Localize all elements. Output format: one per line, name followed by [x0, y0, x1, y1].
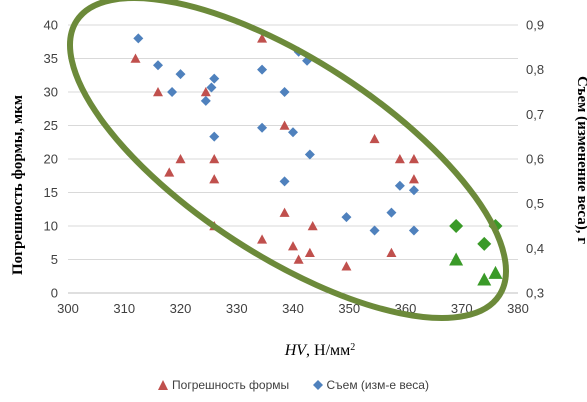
highlight-diamond-point — [477, 236, 492, 251]
x-tick-label: 310 — [113, 301, 135, 316]
data-points — [130, 33, 503, 286]
triangle-point — [408, 174, 419, 184]
diamond-point — [209, 131, 220, 142]
y-tick-label: 0 — [51, 286, 58, 301]
y2-tick-label: 0,5 — [526, 196, 544, 211]
gridlines — [68, 24, 518, 294]
highlight-triangle-point — [449, 252, 464, 266]
diamond-point — [257, 64, 268, 75]
legend-item-form-error: Погрешность формы — [158, 378, 289, 392]
triangle-point — [279, 120, 290, 130]
x-tick-label: 330 — [226, 301, 248, 316]
y-axis-title: Погрешность формы, мкм — [10, 95, 26, 275]
triangle-point — [304, 247, 315, 258]
triangle-point — [257, 234, 268, 244]
x-axis-title-unit: , Н/мм — [306, 342, 350, 359]
y2-axis-title: Съем (изменение веса), г — [574, 76, 587, 244]
diamond-point — [304, 149, 315, 160]
highlight-triangle-point — [488, 265, 503, 279]
x-tick-label: 320 — [170, 301, 192, 316]
y-tick-label: 5 — [51, 252, 58, 267]
diamond-point — [369, 225, 380, 236]
y-tick-label: 40 — [44, 18, 58, 33]
y-tick-label: 25 — [44, 118, 58, 133]
triangle-point — [386, 247, 397, 258]
y2-tick-label: 0,3 — [526, 286, 544, 301]
x-tick-labels: 300 310 320 330 340 350 360 370 380 — [57, 301, 529, 316]
x-tick-label: 300 — [57, 301, 79, 316]
x-tick-label: 340 — [282, 301, 304, 316]
triangle-point — [153, 87, 163, 97]
legend-label-removal: Съем (изм-е веса) — [326, 378, 429, 392]
y-tick-label: 15 — [44, 185, 58, 200]
x-tick-label: 370 — [451, 301, 473, 316]
triangle-point — [164, 167, 175, 177]
diamond-point — [408, 185, 419, 196]
diamond-point — [209, 73, 220, 84]
y-tick-label: 20 — [44, 152, 58, 167]
diamond-point — [175, 69, 186, 80]
triangle-point — [130, 53, 141, 63]
diamond-point — [167, 87, 178, 97]
triangle-point — [200, 87, 211, 97]
highlight-diamond-point — [449, 219, 464, 233]
x-tick-label: 380 — [507, 301, 529, 316]
diamond-marker-icon — [312, 380, 323, 390]
y2-tick-label: 0,9 — [526, 18, 544, 33]
y-tick-labels: 0 5 10 15 20 25 30 35 40 — [44, 18, 58, 301]
diamond-point — [279, 87, 290, 97]
y-tick-label: 35 — [44, 51, 58, 66]
triangle-point — [288, 241, 298, 251]
x-axis-title-variable: HV — [284, 342, 309, 359]
triangle-point — [293, 254, 304, 264]
triangle-point — [209, 174, 220, 184]
diamond-point — [206, 82, 217, 93]
triangle-point — [209, 154, 220, 164]
diamond-point — [200, 95, 211, 106]
y-tick-label: 10 — [44, 219, 58, 234]
diamond-point — [341, 212, 352, 223]
triangle-point — [175, 154, 186, 164]
x-axis-title: HV, Н/мм2 — [284, 342, 356, 360]
triangle-marker-icon — [158, 380, 169, 390]
diamond-point — [133, 33, 144, 44]
x-tick-label: 350 — [338, 301, 360, 316]
y2-tick-label: 0,4 — [526, 241, 544, 256]
x-axis-title-sup: 2 — [350, 342, 355, 353]
diamond-point — [408, 225, 419, 236]
diamond-point — [153, 60, 163, 71]
triangle-point — [279, 207, 290, 217]
y2-tick-label: 0,7 — [526, 107, 544, 122]
diamond-point — [279, 176, 290, 187]
legend-label-form-error: Погрешность формы — [172, 378, 290, 392]
triangle-point — [369, 133, 380, 144]
y2-tick-label: 0,6 — [526, 152, 544, 167]
triangle-point — [257, 33, 268, 43]
y2-tick-label: 0,8 — [526, 62, 544, 77]
triangle-point — [307, 221, 318, 231]
legend: Погрешность формы Съем (изм-е веса) — [0, 378, 587, 392]
diamond-point — [257, 122, 268, 133]
y-tick-label: 30 — [44, 85, 58, 100]
triangle-point — [408, 154, 419, 164]
diamond-point — [386, 207, 397, 218]
cluster-ellipse — [67, 0, 509, 321]
legend-item-removal: Съем (изм-е веса) — [312, 378, 429, 392]
diamond-point — [288, 127, 298, 138]
diamond-point — [394, 180, 405, 191]
triangle-point — [341, 261, 352, 271]
triangle-point — [394, 154, 405, 164]
highlight-triangle-point — [477, 272, 492, 286]
y2-tick-labels: 0,3 0,4 0,5 0,6 0,7 0,8 0,9 — [526, 18, 544, 301]
